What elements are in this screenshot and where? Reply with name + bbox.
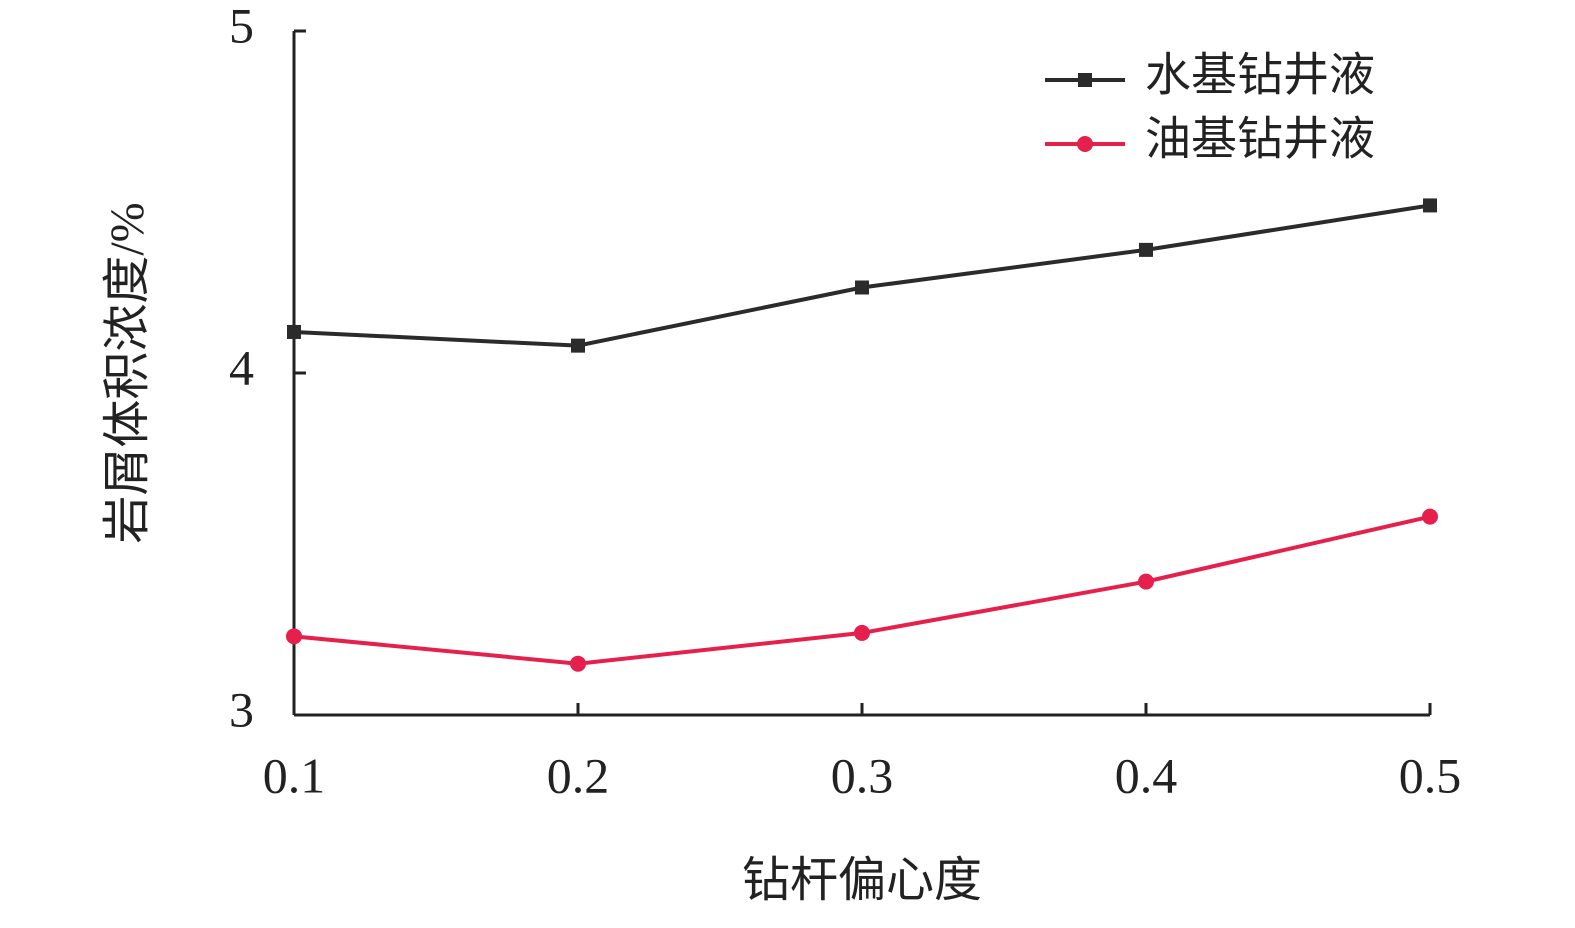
x-tick-label: 0.4 xyxy=(1115,747,1178,803)
y-tick-label: 5 xyxy=(229,0,254,53)
x-tick-label: 0.5 xyxy=(1399,747,1462,803)
x-tick-label: 0.1 xyxy=(263,747,326,803)
marker xyxy=(1423,198,1437,213)
legend-marker xyxy=(1077,136,1093,152)
marker xyxy=(287,324,301,339)
marker xyxy=(1138,573,1154,590)
x-tick-label: 0.3 xyxy=(831,747,894,803)
marker xyxy=(1139,242,1153,257)
series-line xyxy=(293,203,1431,348)
series-line xyxy=(293,514,1431,666)
legend-marker xyxy=(1078,73,1092,87)
legend-label: 油基钻井液 xyxy=(1145,114,1375,165)
x-axis-title: 钻杆偏心度 xyxy=(742,854,982,907)
marker xyxy=(854,624,870,641)
marker xyxy=(286,628,302,645)
marker xyxy=(570,655,586,672)
marker xyxy=(571,338,585,353)
marker xyxy=(1422,508,1438,525)
y-tick-label: 4 xyxy=(229,339,254,395)
y-tick-label: 3 xyxy=(229,681,254,737)
y-axis-title: 岩屑体积浓度/% xyxy=(101,202,154,543)
marker xyxy=(855,280,869,295)
legend-label: 水基钻井液 xyxy=(1145,50,1375,101)
x-tick-label: 0.2 xyxy=(547,747,610,803)
